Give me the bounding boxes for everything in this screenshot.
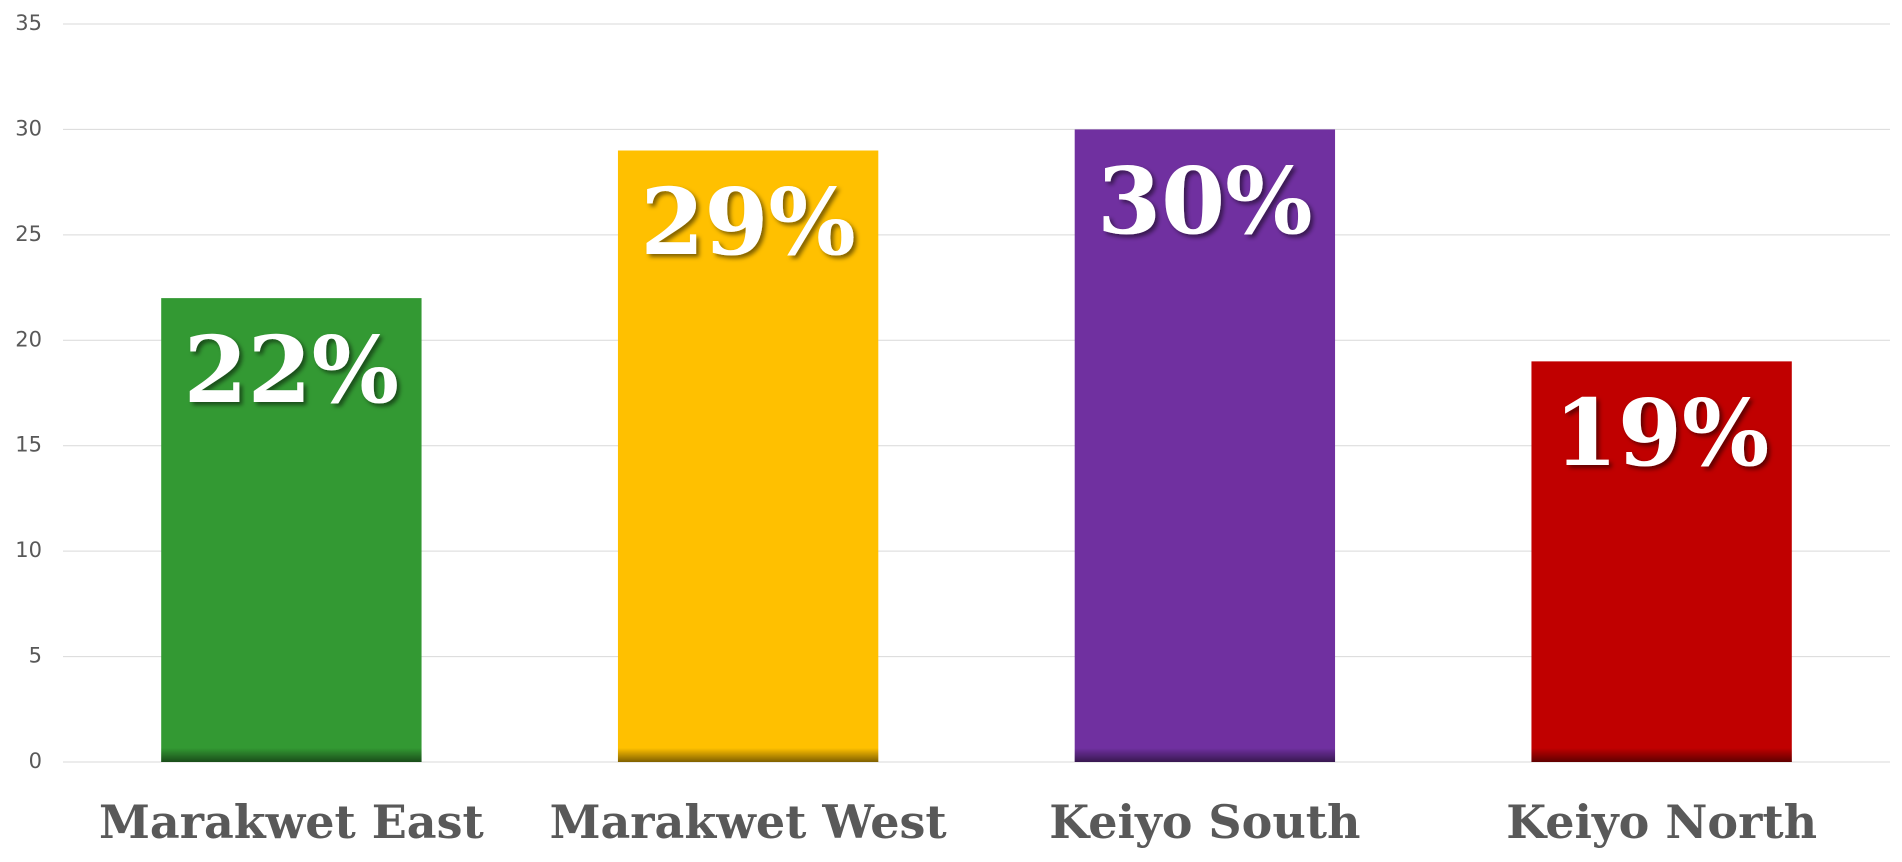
bar-shade [161, 748, 422, 762]
y-tick-label: 15 [15, 433, 42, 457]
bar-shade [617, 748, 879, 762]
bar-shade [1074, 748, 1336, 762]
bar [617, 150, 879, 762]
x-tick-label: Keiyo North [1506, 795, 1817, 849]
value-label: 30% [1097, 147, 1312, 255]
bar [1074, 129, 1336, 762]
value-label: 22% [184, 316, 399, 424]
y-tick-label: 35 [15, 11, 42, 35]
y-tick-label: 5 [29, 644, 42, 668]
y-tick-label: 25 [15, 222, 42, 246]
x-tick-label: Marakwet East [99, 795, 485, 849]
value-label: 19% [1554, 379, 1769, 487]
y-tick-label: 10 [15, 538, 42, 562]
value-label: 29% [640, 168, 855, 276]
bar [161, 298, 422, 762]
x-tick-label: Marakwet West [550, 795, 948, 849]
y-tick-label: 30 [15, 116, 42, 140]
y-tick-label: 20 [15, 327, 42, 351]
x-tick-label: Keiyo South [1049, 795, 1360, 849]
bar-shade [1531, 748, 1792, 762]
bar [1531, 361, 1792, 762]
y-tick-label: 0 [29, 749, 42, 773]
